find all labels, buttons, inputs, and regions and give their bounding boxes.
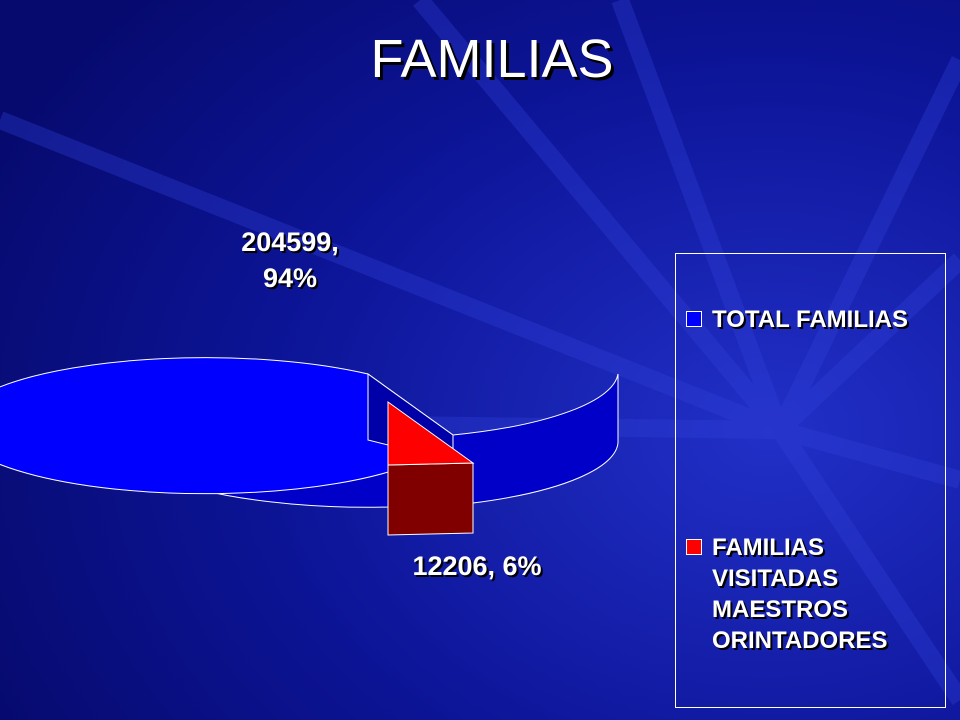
data-label-total-value: 204599, (241, 227, 339, 257)
legend-swatch-red (686, 539, 702, 555)
legend-item-visitadas: FAMILIAS VISITADAS MAESTROS ORINTADORES (686, 532, 937, 656)
legend-item-total: TOTAL FAMILIAS (686, 304, 937, 335)
pie-slice-total (0, 357, 454, 495)
chart-legend: TOTAL FAMILIAS FAMILIAS VISITADAS MAESTR… (675, 253, 946, 708)
data-label-visitadas: 12206, 6% (412, 551, 542, 581)
data-label-total: 204599, 94% (200, 224, 380, 296)
pie-slice-visitadas-side (387, 462, 474, 536)
legend-label-total: TOTAL FAMILIAS (712, 306, 908, 333)
data-label-total-percent: 94% (262, 263, 318, 293)
legend-swatch-blue (686, 311, 702, 327)
slide-title: FAMILIAS (370, 29, 614, 89)
legend-label-visitadas: FAMILIAS VISITADAS MAESTROS ORINTADORES (712, 534, 888, 654)
pie-slice-total-side-right (452, 373, 619, 504)
pie-slice-visitadas (387, 401, 475, 466)
